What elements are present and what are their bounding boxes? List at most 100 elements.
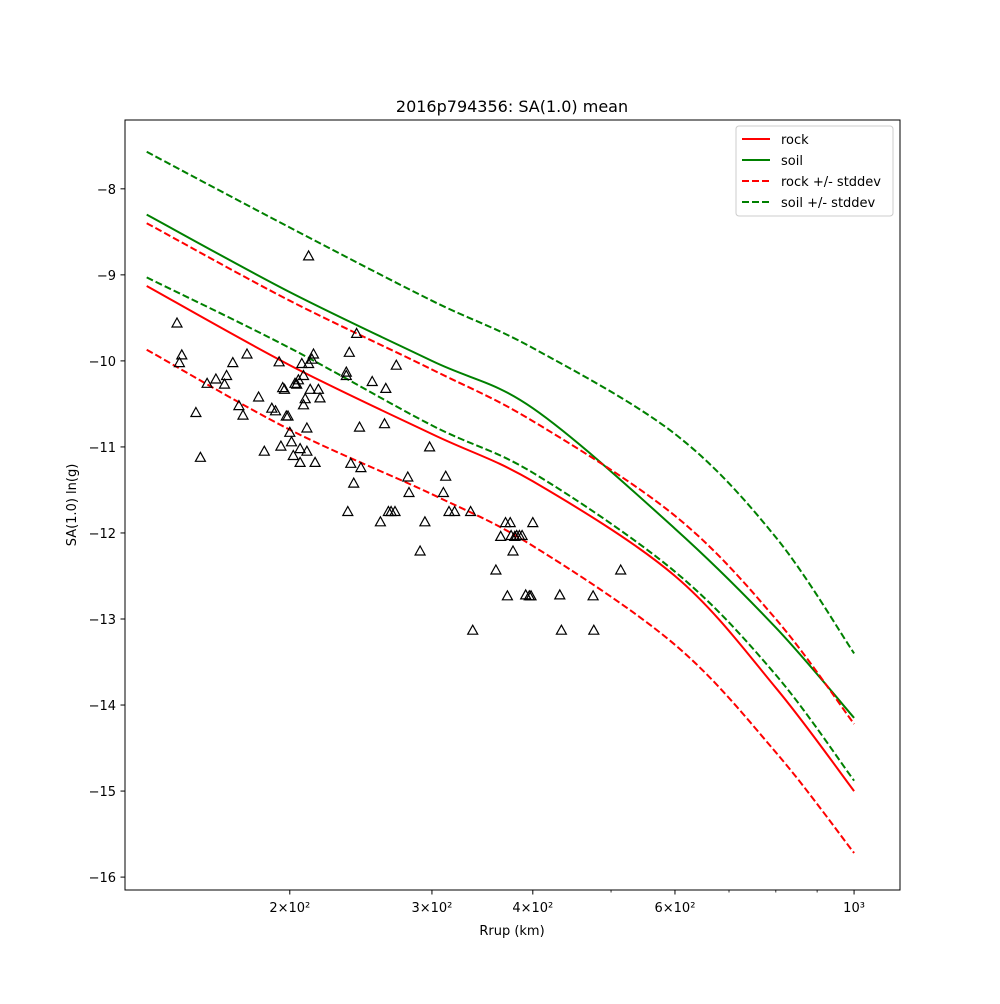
x-tick-label: 6×10² [655,901,696,916]
data-point [288,377,302,388]
data-point [614,563,627,575]
data-point [194,451,207,462]
legend-label: soil +/- stddev [781,196,876,211]
legend-box [735,125,894,217]
data-point [402,486,416,498]
data-point [401,470,414,482]
data-point [494,530,507,541]
data-point [587,623,600,635]
legend-label: soil [781,154,803,169]
data-point [418,515,431,527]
data-point [313,391,327,403]
data-point [353,420,366,432]
data-point [414,544,427,556]
legend-label: rock [781,133,809,148]
data-point [173,356,186,368]
y-axis-label: SA(1.0) ln(g) [65,464,80,547]
x-tick-label: 10³ [843,901,865,916]
x-tick-label: 4×10² [512,901,553,916]
data-point [504,516,517,528]
data-point [258,444,271,456]
data-point [220,369,233,381]
data-point [281,409,295,421]
data-point [553,588,566,600]
data-point [448,505,461,517]
data-point [516,529,529,541]
data-point [309,456,322,467]
data-point [201,377,214,388]
data-point [294,442,307,454]
data-point [466,623,479,635]
x-tick-label: 3×10² [411,901,452,916]
data-point [501,589,514,601]
data-point [390,358,403,370]
y-tick-label: −8 [97,183,116,198]
data-point [340,365,353,377]
series-line-soil-1 [146,213,855,719]
data-point [437,486,450,498]
series-line-soil-stddev-4 [146,150,855,654]
y-tick-label: −15 [89,785,116,800]
data-point [519,588,532,600]
data-point [526,516,539,528]
data-point [423,440,436,452]
data-point [209,372,222,384]
data-point [274,439,287,451]
series-line-rock-stddev-2 [146,222,855,725]
data-point [240,347,254,359]
series-line-rock-0 [146,285,855,792]
series-line-soil-stddev-5 [146,276,855,782]
data-point [297,398,310,410]
data-point [295,357,308,369]
data-point [307,347,320,359]
data-point [300,444,313,456]
data-point [524,589,538,601]
data-point [189,406,202,418]
data-point [297,369,310,381]
x-tick-label: 2×10² [269,901,310,916]
data-point [340,369,353,381]
y-tick-label: −11 [89,441,116,456]
y-tick-label: −13 [89,613,116,628]
data-point [555,623,568,635]
data-point [378,417,391,429]
data-point [294,456,307,467]
data-point [312,383,325,394]
data-point [273,355,286,367]
data-point [354,461,367,473]
data-point [379,382,392,393]
data-point [344,457,357,468]
data-point [347,476,360,488]
data-point [304,383,317,394]
y-tick-label: −9 [97,269,116,284]
data-point [464,505,477,517]
data-point [276,381,289,393]
data-point [287,449,300,461]
data-point [218,377,231,389]
data-point [341,505,354,517]
plot-frame [124,119,901,891]
data-point [232,399,245,411]
legend: rock soil rock +/- stddev soil +/- stddev [735,125,894,217]
data-point [388,505,402,517]
data-point [299,392,312,404]
data-point [300,421,313,433]
data-point [350,327,363,338]
data-point [236,408,250,420]
x-axis-label: Rrup (km) [479,924,544,939]
series-line-rock-stddev-3 [146,348,855,854]
y-tick-label: −14 [89,699,116,714]
data-point [366,375,379,387]
data-point [175,348,188,360]
data-point [508,530,521,541]
data-point [343,346,356,357]
data-point [252,390,265,402]
data-point [170,316,184,328]
data-point [283,426,296,437]
data-point [226,356,239,368]
data-point [489,563,502,575]
data-point [302,249,315,261]
y-tick-label: −16 [89,871,116,886]
